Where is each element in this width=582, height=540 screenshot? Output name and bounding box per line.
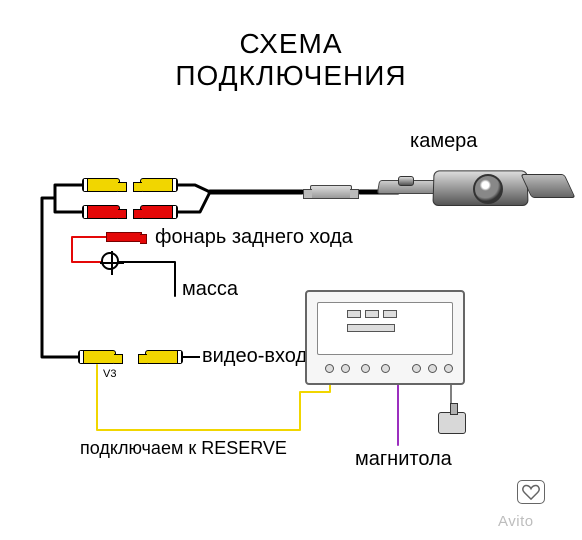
video-in-label: видео-вход (200, 345, 309, 368)
reverse-light-label: фонарь заднего хода (155, 226, 353, 249)
rca-yellow-out (82, 178, 120, 192)
rca-yellow-video-hu (145, 350, 183, 364)
camera-power-connector (310, 185, 352, 199)
avito-watermark: Avito (498, 513, 534, 530)
wire-split_lower (178, 192, 210, 212)
head-unit (305, 290, 465, 385)
rca-yellow-in-cam (140, 178, 178, 192)
v3-label: V3 (103, 368, 116, 380)
heart-icon (522, 484, 540, 500)
wire-rca_top_to_trunk (55, 185, 82, 212)
camera-label: камера (410, 130, 477, 153)
ground-label: масса (182, 278, 238, 301)
head-unit-label: магнитола (355, 448, 452, 471)
camera-unit (378, 168, 568, 228)
favorite-button[interactable] (517, 480, 545, 504)
rca-red-in-cam (140, 205, 178, 219)
reserve-note: подключаем к RESERVE (80, 438, 287, 459)
rca-red-out (82, 205, 120, 219)
wire-trunk_down (42, 198, 78, 357)
title-line-1: СХЕМА (240, 28, 343, 59)
diagram-title: СХЕМА ПОДКЛЮЧЕНИЯ (0, 28, 582, 92)
wire-split_upper (178, 185, 210, 192)
antenna-plug (438, 412, 466, 434)
wire-reserve_wire (97, 365, 330, 430)
rca-yellow-video-out (78, 350, 116, 364)
ground-symbol (101, 252, 119, 270)
dc-power-plug (106, 232, 142, 242)
title-line-2: ПОДКЛЮЧЕНИЯ (175, 60, 406, 91)
wire-ground_out (119, 262, 175, 296)
